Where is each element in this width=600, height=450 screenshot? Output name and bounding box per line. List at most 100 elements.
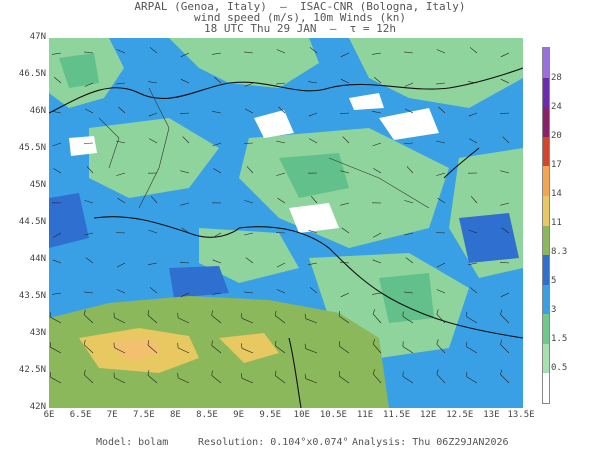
wind-barb bbox=[404, 82, 414, 87]
wind-barb bbox=[468, 262, 478, 265]
wind-barb-flag bbox=[83, 339, 86, 345]
wind-barb-flag bbox=[304, 373, 307, 379]
lon-tick-label: 13.5E bbox=[507, 410, 535, 420]
wind-barb bbox=[342, 136, 350, 144]
lon-tick-label: 8E bbox=[169, 410, 181, 420]
colorbar-label: 0.5 bbox=[551, 363, 568, 373]
wind-barb bbox=[275, 345, 286, 354]
wind-field-mid-green bbox=[59, 53, 434, 323]
wind-barb bbox=[470, 196, 478, 204]
wind-barb bbox=[339, 315, 350, 324]
wind-barb bbox=[118, 106, 126, 114]
wind-barb bbox=[308, 229, 318, 234]
wind-barb bbox=[114, 347, 126, 354]
wind-barb bbox=[406, 166, 414, 174]
wind-barb bbox=[404, 200, 414, 204]
wind-barb bbox=[373, 168, 382, 174]
wind-barb bbox=[114, 377, 126, 384]
wind-barb bbox=[50, 316, 62, 324]
footer-analysis: Analysis: Thu 06Z29JAN2026 bbox=[352, 437, 509, 448]
wind-barb-flag bbox=[147, 340, 150, 346]
wind-barb-flag bbox=[211, 370, 213, 376]
lat-tick-label: 44N bbox=[29, 254, 46, 264]
wind-barb bbox=[436, 49, 446, 54]
map-title-line2: wind speed (m/s), 10m Winds (kn) bbox=[194, 11, 406, 24]
wind-barb bbox=[305, 318, 318, 324]
lat-tick-label: 42.5N bbox=[18, 365, 46, 375]
lon-tick-label: 6E bbox=[43, 410, 55, 420]
wind-barb bbox=[275, 232, 286, 234]
wind-barb bbox=[278, 106, 286, 114]
wind-barb bbox=[469, 287, 478, 294]
colorbar-segment bbox=[543, 77, 549, 108]
wind-barb bbox=[308, 81, 318, 84]
wind-barb bbox=[50, 346, 62, 354]
wind-barb-flag bbox=[147, 310, 150, 316]
wind-barb bbox=[177, 317, 190, 324]
wind-field-olive bbox=[49, 296, 389, 408]
wind-barb bbox=[340, 78, 350, 84]
wind-barb bbox=[147, 344, 158, 354]
wind-barb bbox=[468, 112, 478, 117]
wind-barb bbox=[244, 200, 254, 204]
wind-barb bbox=[182, 136, 190, 144]
wind-barb bbox=[244, 82, 254, 87]
wind-barb bbox=[500, 374, 510, 384]
lon-tick-label: 9E bbox=[233, 410, 245, 420]
wind-barb bbox=[500, 170, 510, 174]
wind-barb bbox=[244, 51, 254, 54]
lat-tick-label: 43N bbox=[29, 328, 46, 338]
lat-tick-label: 46.5N bbox=[18, 69, 46, 79]
lon-tick-label: 6.5E bbox=[69, 410, 92, 420]
wind-barb bbox=[53, 168, 62, 174]
wind-barb bbox=[243, 142, 254, 144]
wind-barb bbox=[241, 348, 254, 354]
wind-barb-flag bbox=[241, 313, 243, 319]
map-title-line3: 18 UTC Thu 29 JAN – τ = 12h bbox=[203, 22, 397, 35]
wind-barb bbox=[117, 197, 126, 204]
lat-tick-label: 46N bbox=[29, 106, 46, 116]
wind-barb bbox=[499, 261, 510, 264]
lon-tick-label: 11.5E bbox=[383, 410, 411, 420]
lat-tick-label: 45.5N bbox=[18, 143, 46, 153]
colorbar-segment bbox=[543, 166, 549, 197]
wind-barb bbox=[340, 52, 350, 58]
wind-barb bbox=[372, 259, 382, 264]
colorbar-label: 1.5 bbox=[551, 334, 568, 344]
wind-barb bbox=[339, 112, 350, 115]
wind-barb bbox=[276, 49, 286, 54]
wind-barb bbox=[500, 292, 510, 298]
wind-field-calm bbox=[69, 93, 439, 233]
wind-barb-flag bbox=[436, 369, 439, 375]
wind-barb bbox=[500, 202, 510, 206]
wind-barb bbox=[436, 172, 446, 176]
wind-barb bbox=[84, 108, 94, 114]
wind-barb-flag bbox=[83, 309, 86, 315]
wind-barb bbox=[52, 292, 62, 295]
wind-barb bbox=[148, 81, 158, 84]
wind-barb bbox=[372, 343, 382, 354]
wind-barb bbox=[468, 229, 478, 234]
wind-barb bbox=[149, 47, 158, 54]
wind-barb bbox=[305, 378, 318, 384]
wind-barb-flag bbox=[372, 309, 376, 315]
wind-barb bbox=[468, 81, 478, 84]
lat-tick-label: 47N bbox=[29, 32, 46, 42]
wind-barb bbox=[276, 289, 286, 294]
colorbar-label: 5 bbox=[551, 276, 557, 286]
wind-barb bbox=[402, 376, 414, 384]
lon-tick-label: 7E bbox=[106, 410, 118, 420]
wind-barb bbox=[84, 291, 94, 294]
wind-barb-flag bbox=[372, 339, 376, 345]
wind-barb bbox=[116, 49, 126, 54]
lat-tick-label: 45N bbox=[29, 180, 46, 190]
wind-barb bbox=[404, 291, 414, 294]
wind-barb-flag bbox=[275, 310, 277, 316]
wind-barb bbox=[436, 262, 446, 268]
wind-barb bbox=[52, 259, 62, 264]
wind-barb bbox=[305, 348, 318, 354]
wind-barb bbox=[149, 287, 158, 294]
wind-barb bbox=[246, 166, 254, 174]
wind-barb bbox=[500, 344, 510, 354]
lat-tick-label: 43.5N bbox=[18, 291, 46, 301]
